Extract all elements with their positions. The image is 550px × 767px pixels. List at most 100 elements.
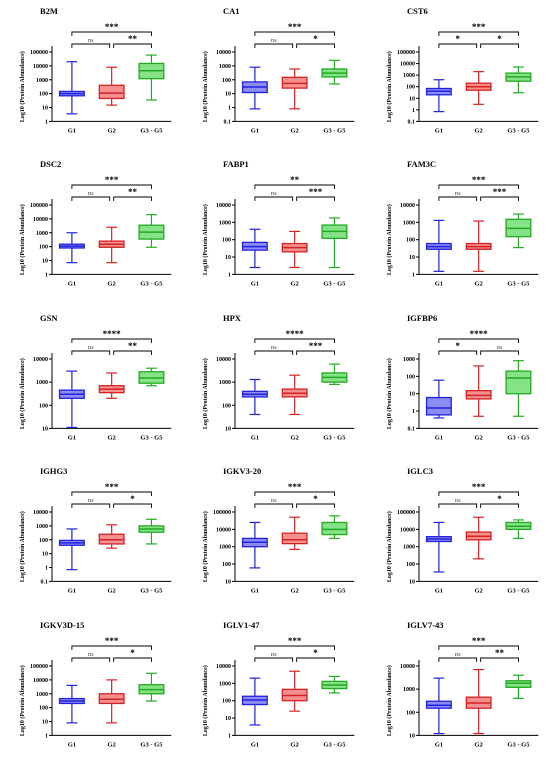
significance-bracket — [438, 184, 519, 190]
significance-bracket — [254, 645, 336, 650]
y-tick-label: 0.1 — [224, 119, 232, 125]
y-tick-label: 10000 — [400, 664, 415, 670]
y-tick-label: 10 — [42, 259, 48, 265]
significance-bracket — [113, 350, 152, 355]
chart-title: HPX — [223, 313, 242, 323]
y-tick-label: 100 — [222, 78, 231, 84]
box-chart: FAM3C Log10 (Protein Abundance) 1 10 100 1000… — [386, 159, 538, 288]
x-tick-label: G3 - G5 — [507, 127, 530, 134]
significance-label: ** — [128, 341, 138, 351]
significance-label: **** — [469, 329, 488, 339]
significance-bracket — [254, 350, 294, 355]
x-tick-label: G3 - G5 — [507, 434, 530, 441]
x-tick-label: G2 — [291, 281, 299, 288]
significance-bracket — [254, 491, 336, 497]
significance-label: *** — [105, 482, 119, 492]
y-tick-label: 10000 — [216, 50, 231, 56]
chart-title: CST6 — [407, 6, 428, 16]
significance-bracket — [438, 43, 477, 48]
chart-title: IGKV3-20 — [223, 466, 261, 476]
y-axis-label: Log10 (Protein Abundance) — [386, 665, 393, 736]
significance-bracket — [438, 31, 519, 36]
x-tick-label: G3 - G5 — [140, 588, 163, 595]
y-tick-label: 10 — [409, 391, 415, 397]
chart-title: IGLV1-47 — [223, 620, 260, 630]
significance-bracket — [296, 196, 336, 202]
significance-label: ** — [290, 175, 300, 185]
box-chart: IGHG3 Log10 (Protein Abundance) 0.1 1 10 100 1… — [19, 466, 172, 595]
significance-label: *** — [105, 175, 119, 185]
y-tick-label: 1 — [228, 273, 231, 279]
box-iqr — [425, 396, 452, 416]
significance-label: ns — [271, 344, 277, 351]
x-tick-label: G1 — [251, 588, 259, 595]
x-tick-label: G2 — [474, 127, 482, 134]
x-tick-label: G1 — [68, 588, 76, 595]
y-tick-label: 0.1 — [407, 119, 415, 125]
significance-label: ** — [495, 648, 505, 658]
y-tick-label: 1000 — [219, 545, 231, 551]
y-axis-label: Log10 (Protein Abundance) — [19, 665, 26, 736]
significance-label: **** — [103, 329, 122, 339]
box-chart: CA1 Log10 (Protein Abundance) 0.1 1 10 100 100… — [202, 6, 355, 134]
y-tick-label: 1000 — [219, 64, 231, 70]
significance-bracket — [71, 350, 111, 355]
y-tick-label: 10000 — [33, 217, 48, 223]
x-tick-label: G3 - G5 — [507, 281, 530, 288]
significance-bracket — [254, 657, 294, 662]
y-tick-label: 100 — [39, 403, 48, 409]
x-tick-label: G1 — [434, 741, 442, 748]
box-chart: IGLC3 Log10 (Protein Abundance) 10 100 1000 1… — [386, 466, 538, 595]
significance-label: *** — [288, 22, 302, 32]
significance-label: *** — [309, 341, 323, 351]
y-tick-label: 10 — [225, 716, 231, 722]
y-tick-label: 1000 — [403, 687, 415, 693]
y-axis-label: Log10 (Protein Abundance) — [386, 205, 393, 276]
x-tick-label: G2 — [291, 434, 299, 441]
box-iqr — [282, 532, 308, 545]
significance-bracket — [113, 657, 152, 662]
significance-bracket — [71, 657, 111, 662]
box-chart: CST6 Log10 (Protein Abundance) 0.1 1 10 100 10… — [386, 6, 538, 134]
y-tick-label: 100000 — [213, 510, 231, 516]
y-axis-label: Log10 (Protein Abundance) — [202, 665, 209, 736]
chart-title: IGLV7-43 — [407, 620, 444, 630]
significance-label: *** — [472, 636, 486, 646]
box-iqr — [321, 521, 348, 536]
significance-label: ns — [88, 344, 94, 351]
significance-label: ns — [271, 651, 277, 658]
y-tick-label: 1 — [412, 273, 415, 279]
x-tick-label: G1 — [251, 741, 259, 748]
y-tick-label: 1 — [45, 733, 48, 739]
significance-label: **** — [286, 329, 305, 339]
x-tick-label: G2 — [108, 281, 116, 288]
significance-bracket — [71, 338, 152, 343]
x-tick-label: G2 — [291, 741, 299, 748]
y-tick-label: 10000 — [33, 510, 48, 516]
significance-bracket — [71, 503, 111, 509]
x-tick-label: G1 — [68, 434, 76, 441]
y-tick-label: 100 — [39, 705, 48, 711]
x-tick-label: G1 — [434, 127, 442, 134]
chart-title: DSC2 — [40, 159, 61, 169]
significance-bracket — [254, 503, 294, 509]
y-tick-label: 10 — [42, 106, 48, 112]
significance-bracket — [113, 196, 152, 202]
significance-label: ns — [271, 497, 277, 504]
y-tick-label: 100 — [39, 92, 48, 98]
x-tick-label: G2 — [474, 741, 482, 748]
y-tick-label: 10 — [42, 719, 48, 725]
significance-label: ns — [455, 497, 461, 504]
significance-bracket — [479, 350, 519, 355]
y-tick-label: 10 — [225, 580, 231, 586]
significance-label: ns — [88, 37, 94, 44]
significance-label: *** — [472, 175, 486, 185]
significance-label: ns — [88, 497, 94, 504]
significance-bracket — [254, 338, 336, 343]
y-tick-label: 100 — [406, 374, 415, 380]
x-tick-label: G1 — [68, 281, 76, 288]
significance-label: ns — [88, 651, 94, 658]
y-tick-label: 100 — [39, 245, 48, 251]
y-tick-label: 10000 — [400, 62, 415, 68]
